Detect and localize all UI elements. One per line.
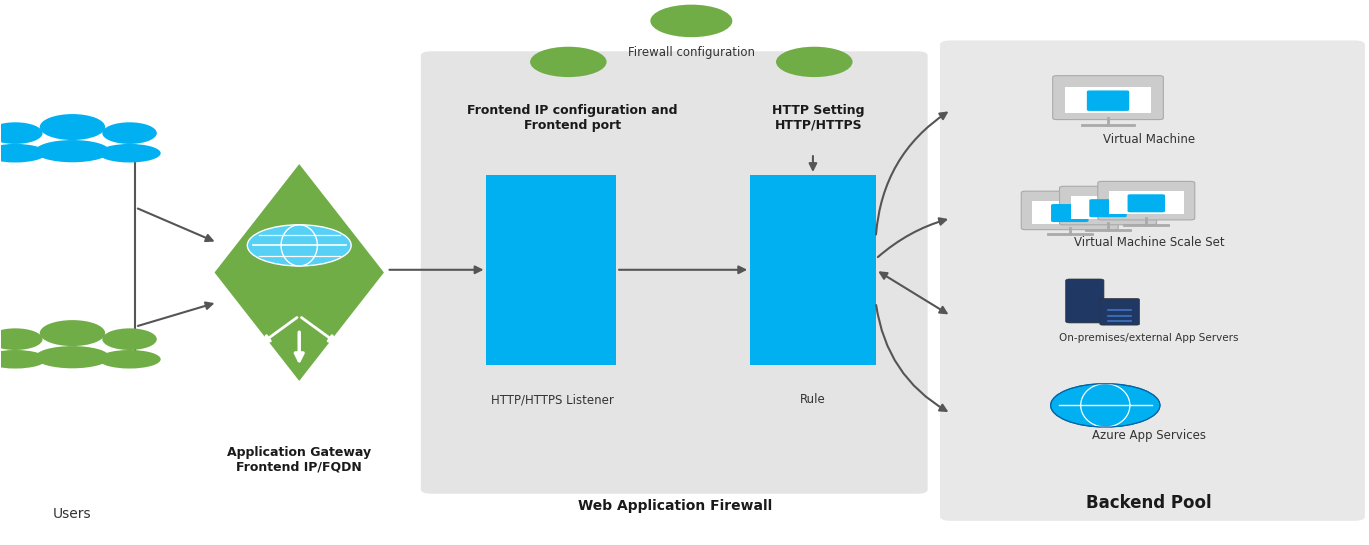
Circle shape xyxy=(248,225,350,266)
FancyBboxPatch shape xyxy=(1128,194,1165,213)
FancyBboxPatch shape xyxy=(420,51,928,494)
Circle shape xyxy=(776,47,853,77)
Circle shape xyxy=(40,114,105,140)
FancyBboxPatch shape xyxy=(1065,279,1103,323)
Polygon shape xyxy=(554,65,582,72)
Circle shape xyxy=(103,328,157,350)
Text: Web Application Firewall: Web Application Firewall xyxy=(578,499,772,513)
Ellipse shape xyxy=(36,140,110,162)
FancyBboxPatch shape xyxy=(1051,204,1088,222)
Polygon shape xyxy=(801,65,828,72)
Circle shape xyxy=(0,122,42,144)
Text: On-premises/external App Servers: On-premises/external App Servers xyxy=(1060,332,1239,343)
FancyBboxPatch shape xyxy=(1087,90,1129,111)
Text: Firewall configuration: Firewall configuration xyxy=(628,46,754,59)
Text: Frontend IP configuration and
Frontend port: Frontend IP configuration and Frontend p… xyxy=(467,104,678,132)
Text: Application Gateway
Frontend IP/FQDN: Application Gateway Frontend IP/FQDN xyxy=(227,446,371,474)
Circle shape xyxy=(40,320,105,346)
FancyBboxPatch shape xyxy=(1060,186,1157,225)
Text: HTTP Setting
HTTP/HTTPS: HTTP Setting HTTP/HTTPS xyxy=(772,104,865,132)
Ellipse shape xyxy=(0,144,47,162)
Circle shape xyxy=(530,47,606,77)
FancyBboxPatch shape xyxy=(1053,76,1164,119)
Text: Users: Users xyxy=(53,507,92,521)
FancyBboxPatch shape xyxy=(1021,191,1118,229)
Ellipse shape xyxy=(99,144,160,162)
FancyBboxPatch shape xyxy=(1099,299,1139,325)
Ellipse shape xyxy=(0,350,47,368)
Bar xyxy=(1065,87,1151,113)
Bar xyxy=(486,175,616,365)
Circle shape xyxy=(0,328,42,350)
Ellipse shape xyxy=(99,350,160,368)
Bar xyxy=(750,175,876,365)
Polygon shape xyxy=(215,164,383,381)
Text: Virtual Machine Scale Set: Virtual Machine Scale Set xyxy=(1073,236,1224,249)
Text: HTTP/HTTPS Listener: HTTP/HTTPS Listener xyxy=(490,393,613,407)
Circle shape xyxy=(1050,384,1160,427)
FancyBboxPatch shape xyxy=(1098,181,1195,220)
Text: Azure App Services: Azure App Services xyxy=(1092,429,1206,441)
Bar xyxy=(1032,201,1108,224)
FancyBboxPatch shape xyxy=(1090,199,1127,217)
Circle shape xyxy=(103,122,157,144)
FancyBboxPatch shape xyxy=(941,40,1365,521)
Text: Virtual Machine: Virtual Machine xyxy=(1103,133,1195,146)
Text: Backend Pool: Backend Pool xyxy=(1086,494,1212,512)
Polygon shape xyxy=(678,24,705,32)
Ellipse shape xyxy=(36,346,110,368)
Circle shape xyxy=(650,5,732,37)
Bar xyxy=(1109,191,1184,214)
Bar xyxy=(1071,196,1146,219)
Text: Rule: Rule xyxy=(799,393,826,407)
